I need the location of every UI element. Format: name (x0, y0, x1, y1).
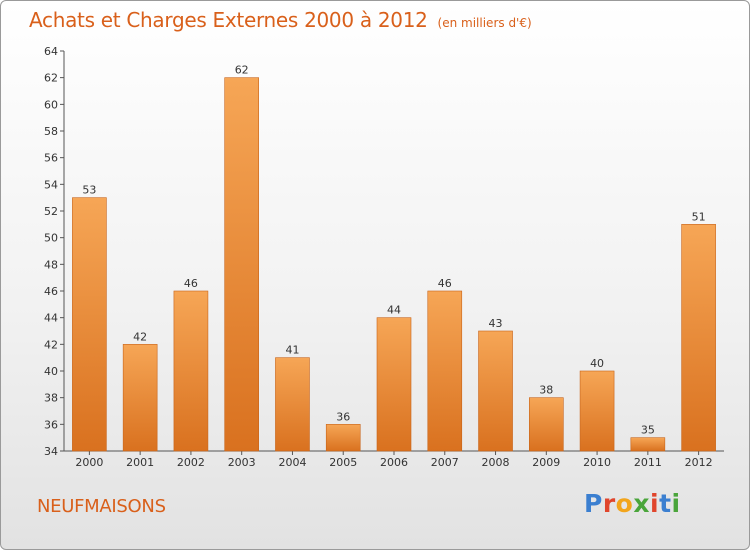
bar-value-label: 38 (539, 384, 553, 397)
bar-value-label: 35 (641, 424, 655, 437)
bar (122, 344, 158, 452)
y-tick-label: 44 (44, 312, 58, 325)
bar-value-label: 43 (489, 317, 503, 330)
x-tick-label: 2004 (278, 456, 306, 469)
x-tick-label: 2001 (126, 456, 154, 469)
y-tick-label: 40 (44, 365, 58, 378)
bar (579, 370, 615, 452)
x-tick-label: 2007 (431, 456, 459, 469)
commune-name: NEUFMAISONS (37, 496, 166, 517)
logo-letter: r (602, 489, 616, 518)
bar (173, 290, 209, 452)
y-tick-label: 38 (44, 392, 58, 405)
bar-value-label: 53 (82, 184, 96, 197)
bar (72, 197, 107, 452)
x-tick-label: 2003 (228, 456, 256, 469)
x-tick-label: 2010 (583, 456, 611, 469)
y-tick-label: 54 (44, 178, 58, 191)
y-tick-label: 34 (44, 445, 58, 458)
bar-value-label: 46 (438, 277, 452, 290)
y-tick-label: 42 (44, 338, 58, 351)
logo-letter: P (584, 489, 603, 518)
y-tick-label: 50 (44, 232, 58, 245)
chart-title: Achats et Charges Externes 2000 à 2012 (e… (29, 8, 532, 32)
chart-title-unit: (en milliers d'€) (437, 16, 532, 30)
y-tick-label: 62 (44, 72, 58, 85)
y-tick-label: 60 (44, 98, 58, 111)
logo-letter: o (615, 489, 634, 518)
bar-value-label: 51 (692, 210, 706, 223)
bar-value-label: 42 (133, 330, 147, 343)
x-tick-label: 2005 (329, 456, 357, 469)
proxiti-logo: Proxiti (584, 489, 681, 518)
logo-letter: t (659, 489, 672, 518)
x-tick-label: 2002 (177, 456, 205, 469)
bar (630, 437, 666, 452)
bar (478, 330, 513, 452)
bar (529, 397, 564, 452)
bar (427, 290, 463, 452)
bar-value-label: 36 (336, 410, 350, 423)
bar (681, 224, 716, 452)
y-tick-label: 48 (44, 258, 58, 271)
bar-value-label: 41 (285, 344, 299, 357)
x-tick-label: 2008 (482, 456, 510, 469)
bar (376, 317, 412, 452)
bar (275, 357, 310, 452)
x-tick-label: 2000 (75, 456, 103, 469)
bar-value-label: 46 (184, 277, 198, 290)
y-tick-label: 52 (44, 205, 58, 218)
logo-letter: i (671, 489, 681, 518)
chart-bars: 53 42 46 62 41 36 44 46 43 38 40 35 51 (72, 64, 716, 452)
x-tick-label: 2006 (380, 456, 408, 469)
y-tick-label: 36 (44, 418, 58, 431)
bar-value-label: 44 (387, 304, 401, 317)
y-tick-label: 46 (44, 285, 58, 298)
x-tick-label: 2009 (532, 456, 560, 469)
y-tick-label: 64 (44, 45, 58, 58)
x-tick-label: 2012 (685, 456, 713, 469)
logo-letter: i (650, 489, 660, 518)
bar (325, 424, 361, 452)
chart-axes: 34 36 38 40 42 44 46 48 50 52 54 56 58 60 62 64 2000 2001… (44, 45, 724, 469)
bar-value-label: 40 (590, 357, 604, 370)
chart-title-main: Achats et Charges Externes 2000 à 2012 (29, 8, 428, 32)
x-tick-label: 2011 (634, 456, 662, 469)
bar (224, 77, 259, 452)
y-tick-label: 56 (44, 152, 58, 165)
y-tick-label: 58 (44, 125, 58, 138)
logo-letter: x (633, 489, 650, 518)
bar-value-label: 62 (235, 64, 249, 77)
